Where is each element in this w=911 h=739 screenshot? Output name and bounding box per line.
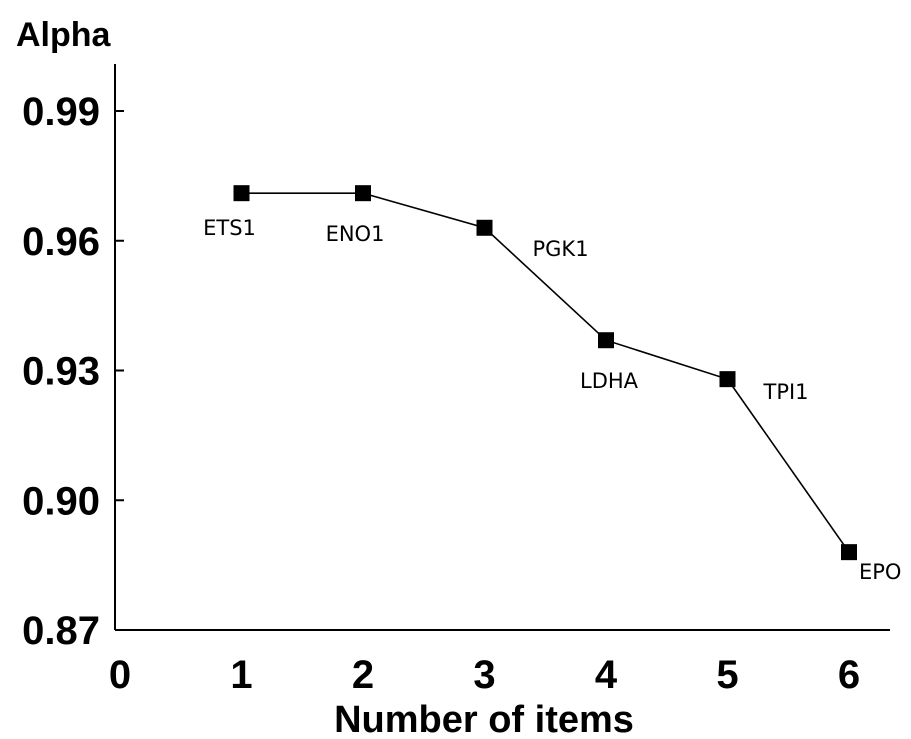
data-point-label: ETS1 (203, 216, 256, 240)
data-point-marker (841, 544, 857, 561)
data-point-marker (598, 332, 614, 349)
y-tick-label: 0.99 (22, 90, 100, 134)
data-point-label: PGK1 (533, 237, 589, 261)
x-tick-label: 0 (109, 653, 131, 697)
y-tick-label: 0.87 (22, 609, 100, 653)
x-tick-label: 2 (352, 653, 374, 697)
y-axis-title: Alpha (16, 16, 112, 54)
series-group: ETS1 ENO1 PGK1 LDHA TPI1 EPO (203, 185, 901, 584)
series-line (241, 192, 850, 553)
data-point-marker (719, 371, 736, 388)
data-point-label: EPO (859, 560, 901, 584)
x-tick-label: 5 (716, 653, 738, 697)
data-point-label: LDHA (580, 369, 639, 393)
x-tick-label: 6 (838, 653, 860, 697)
x-tick-label: 4 (595, 653, 618, 697)
y-ticks: 0.87 0.90 0.93 0.96 0.99 (22, 90, 124, 653)
x-tick-label: 3 (473, 653, 495, 697)
x-ticks: 0 1 2 3 4 5 6 (109, 653, 860, 697)
y-tick-label: 0.90 (22, 479, 100, 523)
y-tick-label: 0.93 (22, 350, 100, 394)
data-point-label: ENO1 (326, 222, 385, 246)
x-tick-label: 1 (230, 653, 252, 697)
data-point-marker (355, 185, 371, 202)
data-point-label: TPI1 (763, 380, 809, 404)
data-point-marker (233, 185, 250, 202)
x-axis-title: Number of items (334, 699, 634, 739)
y-tick-label: 0.96 (22, 220, 100, 264)
data-point-marker (476, 219, 493, 236)
